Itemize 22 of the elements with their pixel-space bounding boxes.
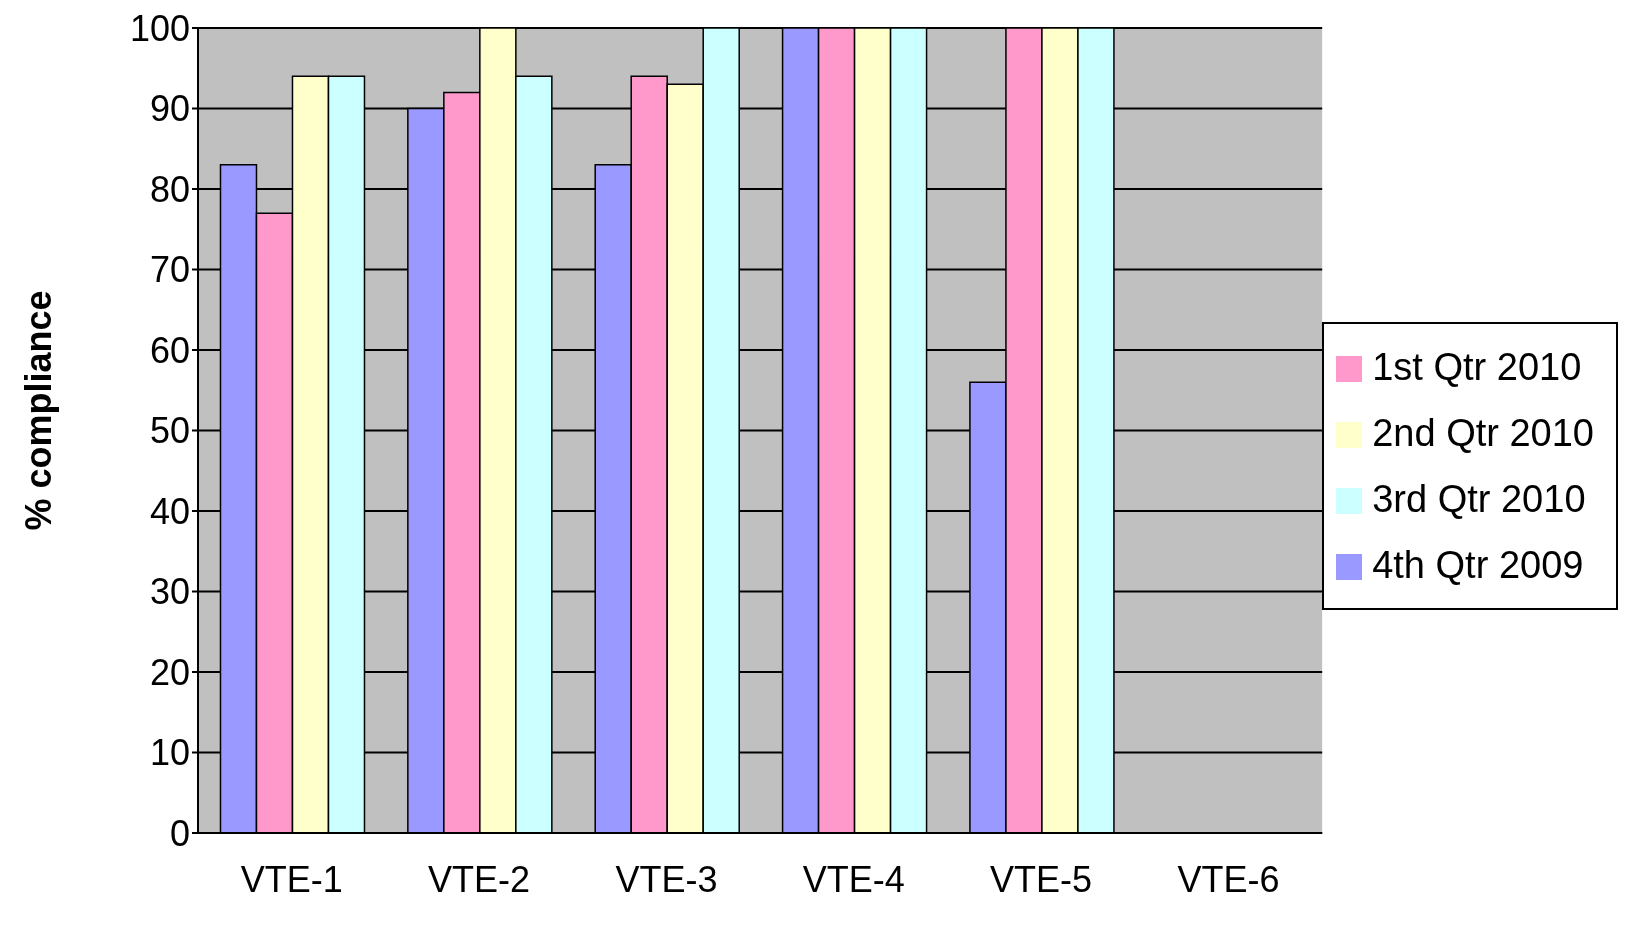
y-tick-label: 70: [149, 249, 190, 291]
x-tick-label: VTE-2: [428, 858, 531, 900]
x-tick-label: VTE-1: [240, 858, 343, 900]
legend-label: 1st Qtr 2010: [1372, 345, 1582, 388]
x-tick-label: VTE-3: [615, 858, 718, 900]
y-axis-title: % compliance: [17, 290, 59, 531]
legend-label: 3rd Qtr 2010: [1372, 477, 1586, 520]
y-tick-label: 50: [149, 410, 190, 452]
y-tick-label: 20: [149, 651, 190, 693]
legend-label: 4th Qtr 2009: [1372, 543, 1584, 586]
y-tick-label: 40: [149, 490, 190, 532]
x-tick-label: VTE-6: [1177, 858, 1280, 900]
y-tick-label: 100: [129, 7, 190, 49]
y-tick-label: 10: [149, 732, 190, 774]
y-tick-label: 30: [149, 571, 190, 613]
y-tick-label: 60: [149, 329, 190, 371]
y-tick-label: 80: [149, 168, 190, 210]
x-tick-label: VTE-4: [802, 858, 905, 900]
y-tick-label: 90: [149, 88, 190, 130]
y-tick-label: 0: [169, 812, 190, 854]
legend-label: 2nd Qtr 2010: [1372, 411, 1594, 454]
x-tick-label: VTE-5: [990, 858, 1093, 900]
